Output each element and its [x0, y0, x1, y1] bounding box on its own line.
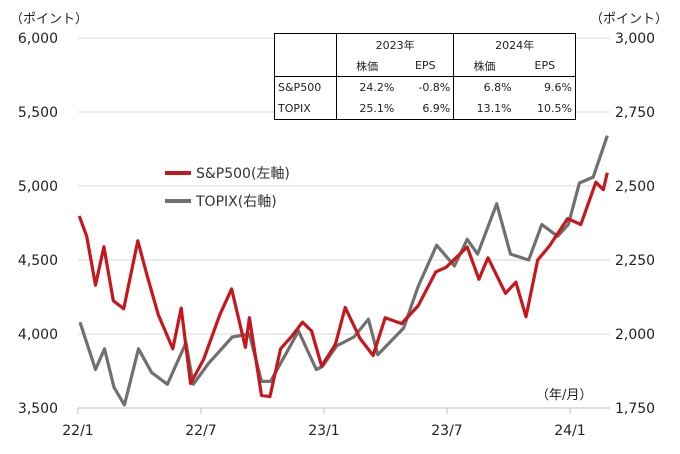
right-tick-label: 2,750 [615, 105, 655, 121]
legend-item-topix: TOPIX(右軸) [165, 191, 277, 211]
legend-label: TOPIX(右軸) [196, 194, 277, 210]
legend-label: S&P500(左軸) [196, 166, 290, 182]
right-tick-label: 2,000 [615, 327, 655, 343]
table-subheader: 株価 [473, 59, 496, 73]
table-cell: -0.8% [397, 76, 455, 98]
left-tick-label: 3,500 [18, 401, 58, 417]
table-row: TOPIX 25.1% 6.9% 13.1% 10.5% [274, 98, 576, 120]
x-axis-unit: （年/月） [536, 388, 593, 403]
right-axis-unit: （ポイント） [590, 12, 669, 27]
table-corner [274, 33, 337, 77]
table-row: S&P500 24.2% -0.8% 6.8% 9.6% [274, 76, 576, 98]
right-tick-label: 3,000 [615, 31, 655, 47]
table-year: 2024年 [495, 38, 535, 52]
left-axis-unit: （ポイント） [10, 12, 89, 27]
left-tick-label: 6,000 [18, 31, 58, 47]
table-year: 2023年 [336, 33, 455, 55]
right-tick-label: 2,500 [615, 179, 655, 195]
table-subheader: EPS [534, 59, 556, 72]
right-tick-label: 2,250 [615, 253, 655, 269]
x-tick-label: 24/1 [554, 423, 585, 439]
left-tick-label: 4,500 [18, 253, 58, 269]
legend-swatch [165, 199, 191, 203]
row-label: S&P500 [274, 76, 337, 98]
table-cell: 10.5% [537, 102, 572, 115]
x-tick-label: 22/1 [62, 423, 93, 439]
table-cell: 9.6% [544, 81, 572, 94]
growth-table: 2023年 2024年 株価 EPS 株価 EPS S&P500 24.2% -… [274, 33, 576, 120]
table-cell: 25.1% [359, 102, 395, 115]
table-cell: 13.1% [476, 102, 512, 115]
table-cell: 6.9% [397, 98, 455, 120]
left-tick-label: 4,000 [18, 327, 58, 343]
legend-swatch [165, 171, 191, 175]
left-tick-label: 5,000 [18, 179, 58, 195]
topix-line [78, 135, 609, 407]
sp500-line [77, 172, 609, 399]
table-subheader: EPS [397, 55, 455, 77]
x-tick-label: 23/1 [308, 423, 339, 439]
table-subheader: 株価 [356, 59, 379, 73]
legend-item-sp500: S&P500(左軸) [165, 163, 290, 183]
x-tick-label: 23/7 [431, 423, 462, 439]
row-label: TOPIX [274, 98, 337, 120]
table-cell: 6.8% [483, 81, 512, 94]
left-tick-label: 5,500 [18, 105, 58, 121]
x-tick-label: 22/7 [185, 423, 216, 439]
right-tick-label: 1,750 [615, 401, 655, 417]
table-cell: 24.2% [359, 81, 395, 94]
